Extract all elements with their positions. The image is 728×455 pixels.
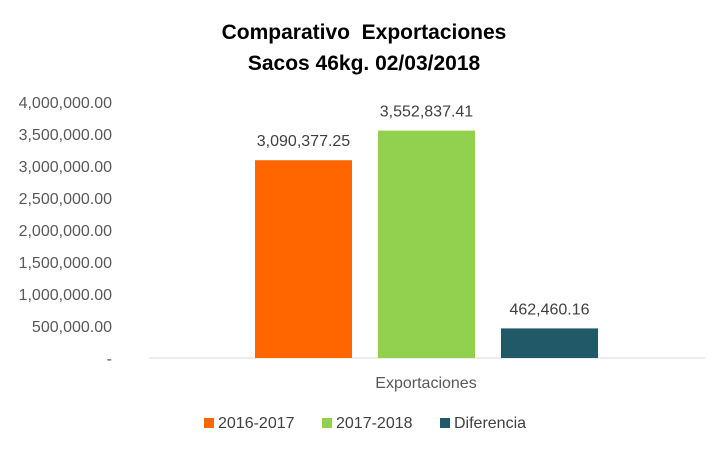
data-label: 3,090,377.25 xyxy=(257,133,351,150)
y-tick-label: 500,000.00 xyxy=(32,319,112,336)
chart-title: Comparativo Exportaciones xyxy=(222,21,507,44)
legend-label: Diferencia xyxy=(454,415,526,432)
data-label: 462,460.16 xyxy=(509,301,589,318)
legend-label: 2016-2017 xyxy=(218,415,295,432)
legend-swatch xyxy=(204,418,214,428)
bars xyxy=(255,130,598,358)
chart-subtitle: Sacos 46kg. 02/03/2018 xyxy=(248,52,481,75)
data-label: 3,552,837.41 xyxy=(380,104,474,121)
y-tick-label: 1,500,000.00 xyxy=(19,255,113,272)
y-tick-label: 4,000,000.00 xyxy=(19,95,113,112)
legend: 2016-2017 2017-2018 Diferencia xyxy=(204,415,526,432)
legend-swatch xyxy=(440,418,450,428)
y-axis: - 500,000.00 1,000,000.00 1,500,000.00 2,000… xyxy=(19,95,113,368)
y-tick-label: 1,000,000.00 xyxy=(19,287,113,304)
bar xyxy=(378,130,475,358)
y-tick-label: - xyxy=(107,351,112,368)
y-tick-label: 2,500,000.00 xyxy=(19,191,113,208)
y-tick-label: 3,500,000.00 xyxy=(19,127,113,144)
data-labels: 3,090,377.25 3,552,837.41 462,460.16 xyxy=(257,104,590,319)
bar xyxy=(501,328,598,358)
y-tick-label: 3,000,000.00 xyxy=(19,159,113,176)
legend-label: 2017-2018 xyxy=(336,415,413,432)
bar xyxy=(255,160,352,358)
x-category-label: Exportaciones xyxy=(375,375,476,392)
y-tick-label: 2,000,000.00 xyxy=(19,223,113,240)
legend-swatch xyxy=(322,418,332,428)
